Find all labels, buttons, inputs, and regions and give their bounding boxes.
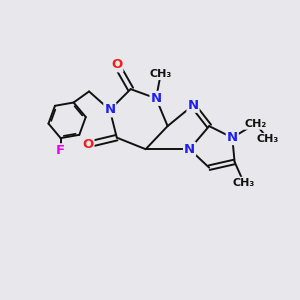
Text: F: F: [56, 144, 65, 157]
Text: N: N: [151, 92, 162, 105]
Text: CH₂: CH₂: [244, 119, 266, 129]
Text: CH₃: CH₃: [257, 134, 279, 144]
Text: O: O: [82, 138, 94, 151]
Text: N: N: [104, 103, 116, 116]
Text: CH₃: CH₃: [233, 178, 255, 188]
Text: N: N: [227, 131, 238, 144]
Text: N: N: [184, 143, 195, 156]
Text: N: N: [188, 99, 199, 112]
Text: CH₃: CH₃: [150, 69, 172, 79]
Text: O: O: [111, 58, 122, 71]
